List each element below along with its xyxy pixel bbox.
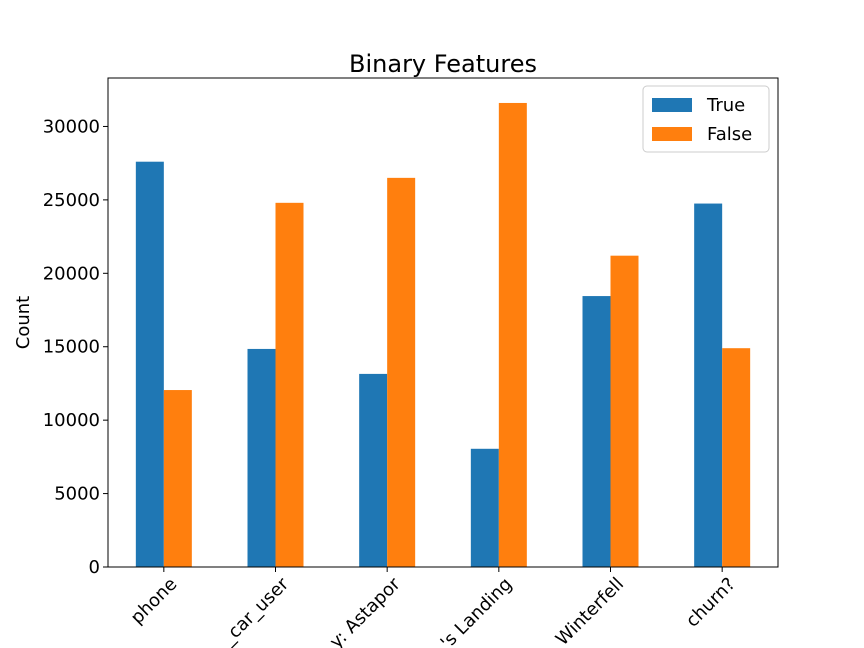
y-tick-label: 25000 xyxy=(43,190,100,211)
y-axis: 0 5000 10000 15000 20000 25000 30000 xyxy=(43,116,108,578)
y-tick-label: 20000 xyxy=(43,263,100,284)
x-axis: phone _car_user y: Astapor 's Landing Winter… xyxy=(127,567,740,648)
bar-false-0 xyxy=(163,390,192,567)
y-tick-label: 10000 xyxy=(43,410,100,431)
bar-false-5 xyxy=(722,348,751,567)
bar-false-4 xyxy=(610,255,639,567)
legend-swatch-true xyxy=(652,98,692,112)
x-tick-label: Winterfell xyxy=(552,574,628,648)
x-tick-label: churn? xyxy=(682,574,740,632)
bars-group xyxy=(135,102,751,568)
bar-true-5 xyxy=(694,203,723,567)
legend-label-false: False xyxy=(707,124,752,145)
plot-frame xyxy=(107,77,779,568)
bar-true-4 xyxy=(582,296,611,567)
x-tick-label: phone xyxy=(127,574,182,629)
x-tick-label: y: Astapor xyxy=(326,573,405,648)
x-tick-label: _car_user xyxy=(217,573,294,648)
bar-false-1 xyxy=(275,202,304,567)
y-tick-label: 30000 xyxy=(43,116,100,137)
x-tick-label: 's Landing xyxy=(437,574,517,648)
bar-true-3 xyxy=(470,448,499,567)
y-tick-label: 0 xyxy=(89,557,100,578)
y-tick-label: 5000 xyxy=(54,484,100,505)
bar-true-0 xyxy=(135,161,164,567)
y-tick-label: 15000 xyxy=(43,337,100,358)
bar-true-2 xyxy=(359,373,388,567)
chart-title: Binary Features xyxy=(349,50,537,78)
legend: True False xyxy=(642,85,770,153)
bar-false-2 xyxy=(387,177,416,568)
legend-swatch-false xyxy=(652,127,692,141)
bar-true-1 xyxy=(247,348,276,567)
legend-label-true: True xyxy=(706,95,745,116)
y-axis-label: Count xyxy=(13,296,34,349)
bar-false-3 xyxy=(498,102,527,568)
